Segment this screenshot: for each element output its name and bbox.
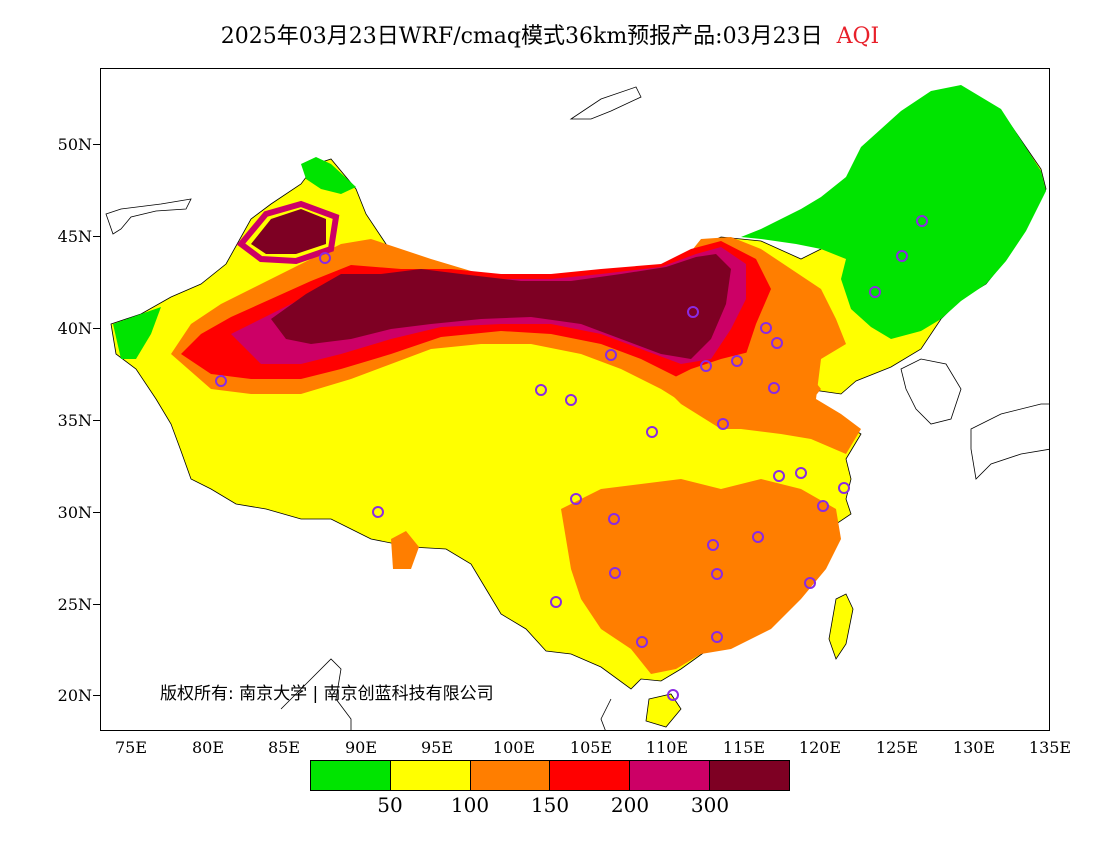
legend-swatch-unhealthy <box>550 761 631 790</box>
lat-tick <box>93 512 100 513</box>
site-marker <box>608 513 620 525</box>
site-marker <box>700 360 712 372</box>
site-marker <box>550 596 562 608</box>
lon-label-110e: 110E <box>645 738 689 757</box>
lon-label-90e: 90E <box>344 738 378 757</box>
legend-swatch-good <box>311 761 391 790</box>
india-coastline <box>280 658 352 730</box>
map-frame <box>100 68 1050 731</box>
title-text: 2025年03月23日WRF/cmaq模式36km预报产品:03月23日 <box>220 24 823 49</box>
aqi-map <box>105 85 1049 730</box>
west-magenta-ring <box>236 200 340 265</box>
site-marker <box>804 577 816 589</box>
legend-swatch-hazardous <box>710 761 789 790</box>
site-marker <box>565 394 577 406</box>
lat-label-45n: 45N <box>57 227 92 246</box>
lat-label-25n: 25N <box>57 595 92 614</box>
japan-coastline <box>970 403 1049 480</box>
taiwan-island <box>828 593 854 660</box>
aqi-legend <box>310 760 790 791</box>
site-marker <box>687 306 699 318</box>
site-marker <box>570 493 582 505</box>
lon-label-120e: 120E <box>798 738 842 757</box>
site-marker <box>319 252 331 264</box>
lon-label-100e: 100E <box>492 738 536 757</box>
lat-tick <box>93 420 100 421</box>
site-marker <box>760 322 772 334</box>
lat-tick <box>93 604 100 605</box>
lat-tick <box>93 695 100 696</box>
legend-label-100: 100 <box>450 793 490 817</box>
site-marker <box>752 531 764 543</box>
map-title: 2025年03月23日WRF/cmaq模式36km预报产品:03月23日 AQI <box>0 18 1100 50</box>
site-marker <box>771 337 783 349</box>
site-marker <box>731 355 743 367</box>
site-marker <box>646 426 658 438</box>
variable-label: AQI <box>836 24 880 49</box>
site-marker <box>916 215 928 227</box>
west-maroon-blob <box>251 209 326 254</box>
lat-tick <box>93 236 100 237</box>
site-marker <box>773 470 785 482</box>
sakhalin-coastline <box>569 86 642 120</box>
site-marker <box>535 384 547 396</box>
lat-label-40n: 40N <box>57 319 92 338</box>
site-marker <box>795 467 807 479</box>
legend-swatch-very-unhealthy <box>630 761 711 790</box>
legend-label-150: 150 <box>530 793 570 817</box>
northwest-green-zone <box>113 307 161 359</box>
legend-swatch-moderate <box>390 761 471 790</box>
lon-label-105e: 105E <box>569 738 613 757</box>
lon-label-80e: 80E <box>191 738 225 757</box>
vietnam-coastline <box>600 698 612 730</box>
site-marker <box>372 506 384 518</box>
korea-coastline <box>900 358 962 425</box>
lat-label-50n: 50N <box>57 135 92 154</box>
legend-swatch-sensitive <box>470 761 551 790</box>
northeast-green-zone <box>741 85 1046 339</box>
site-marker <box>711 568 723 580</box>
north-tip-green-zone <box>301 157 356 194</box>
site-marker <box>667 689 679 701</box>
site-marker <box>707 539 719 551</box>
lat-label-35n: 35N <box>57 411 92 430</box>
legend-label-200: 200 <box>610 793 650 817</box>
site-marker <box>768 382 780 394</box>
lon-label-130e: 130E <box>952 738 996 757</box>
lon-label-75e: 75E <box>114 738 148 757</box>
lat-tick <box>93 328 100 329</box>
copyright-text: 版权所有: 南京大学 | 南京创蓝科技有限公司 <box>160 684 494 704</box>
legend-label-50: 50 <box>377 793 403 817</box>
lon-label-85e: 85E <box>267 738 301 757</box>
site-marker <box>717 418 729 430</box>
site-marker <box>636 636 648 648</box>
site-marker <box>817 500 829 512</box>
north-maroon-zone <box>271 254 731 359</box>
lon-label-135e: 135E <box>1028 738 1072 757</box>
lat-label-20n: 20N <box>57 686 92 705</box>
site-marker <box>896 250 908 262</box>
site-marker <box>869 286 881 298</box>
site-marker <box>838 482 850 494</box>
legend-label-300: 300 <box>690 793 730 817</box>
lon-label-95e: 95E <box>420 738 454 757</box>
south-orange-zone <box>561 479 841 674</box>
site-marker <box>215 375 227 387</box>
lon-label-115e: 115E <box>722 738 766 757</box>
site-marker <box>711 631 723 643</box>
caspian-coastline <box>105 198 192 235</box>
lat-tick <box>93 144 100 145</box>
southwest-orange-zone <box>391 531 419 569</box>
site-marker <box>605 349 617 361</box>
lon-label-125e: 125E <box>875 738 919 757</box>
site-marker <box>609 567 621 579</box>
site-markers <box>215 215 928 701</box>
lat-label-30n: 30N <box>57 503 92 522</box>
